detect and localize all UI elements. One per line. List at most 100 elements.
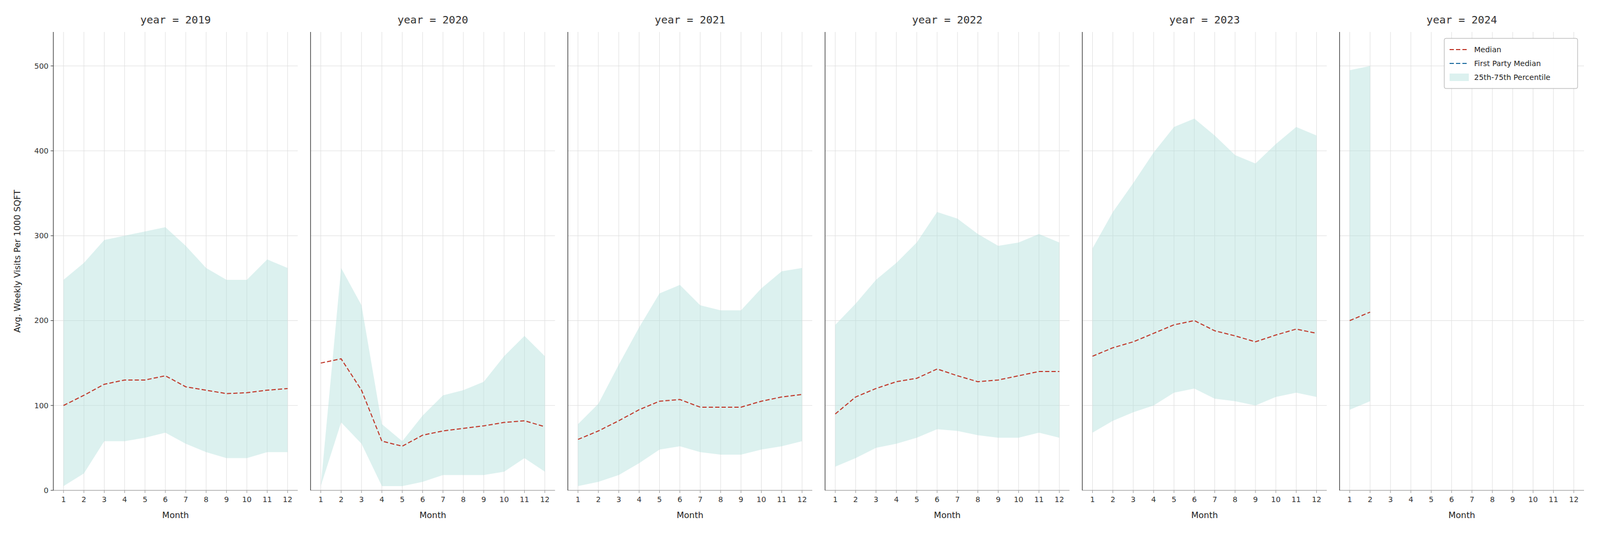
panel-title: year = 2020: [397, 13, 468, 27]
plot-area: [835, 212, 1060, 468]
grid-line: [568, 150, 813, 151]
x-tick-label: 4: [1151, 495, 1157, 504]
grid-line: [1339, 320, 1584, 322]
chart-root: 1234567891011120100200300400500year = 20…: [0, 0, 1600, 533]
x-tick-label: 9: [1253, 495, 1259, 504]
panel: 1234567891011120100200300400500year = 20…: [12, 13, 298, 521]
x-tick: [957, 490, 958, 494]
x-tick: [381, 490, 383, 494]
grid-line: [1410, 32, 1412, 491]
x-axis-line: [825, 490, 1070, 492]
grid-line: [53, 65, 298, 67]
percentile-band: [578, 268, 803, 487]
plot-area: [578, 268, 803, 487]
x-axis-line: [53, 490, 298, 492]
background: [0, 0, 1600, 533]
x-tick: [1553, 490, 1554, 494]
grid-line: [310, 65, 555, 67]
y-axis-line: [567, 32, 568, 491]
plot-area: [1349, 66, 1371, 411]
panel: 123456789101112year = 2021Month: [568, 13, 813, 521]
x-tick-label: 9: [738, 495, 744, 504]
x-tick: [977, 490, 979, 494]
x-tick: [402, 490, 403, 494]
y-tick-label: 200: [34, 316, 49, 325]
x-tick-label: 8: [718, 495, 724, 504]
x-tick-label: 8: [460, 495, 466, 504]
x-tick-label: 7: [183, 495, 189, 504]
grid-line: [1082, 490, 1327, 492]
x-tick-label: 12: [282, 495, 293, 504]
grid-line: [310, 490, 555, 492]
x-axis-label: Month: [162, 510, 189, 521]
panel: 123456789101112year = 2023Month: [1082, 13, 1327, 521]
x-tick: [937, 490, 938, 494]
x-tick-label: 8: [203, 495, 209, 504]
x-tick: [361, 490, 362, 494]
x-tick: [246, 490, 247, 494]
y-tick: [50, 490, 54, 492]
legend-label: Median: [1474, 45, 1502, 54]
x-tick: [185, 490, 187, 494]
x-tick-label: 3: [616, 495, 622, 504]
x-tick: [1349, 490, 1350, 494]
grid-line: [577, 32, 579, 491]
x-tick: [320, 490, 322, 494]
grid-line: [1492, 32, 1493, 491]
x-tick: [1132, 490, 1134, 494]
x-tick: [1194, 490, 1195, 494]
x-tick-label: 10: [1013, 495, 1024, 504]
x-tick-label: 6: [934, 495, 940, 504]
x-tick-label: 7: [955, 495, 960, 504]
median-line: [1092, 320, 1317, 357]
y-tick: [50, 150, 54, 151]
x-tick-label: 7: [1212, 495, 1218, 504]
grid-line: [825, 490, 1070, 492]
x-tick-label: 2: [81, 495, 87, 504]
x-tick-label: 6: [1449, 495, 1454, 504]
grid-line: [53, 490, 298, 492]
x-tick: [1492, 490, 1493, 494]
x-tick: [1059, 490, 1060, 494]
percentile-band: [63, 227, 288, 487]
grid-line: [310, 235, 555, 237]
panel: 123456789101112year = 2020Month: [310, 13, 555, 521]
x-tick-label: 5: [1171, 495, 1177, 504]
x-tick: [1038, 490, 1040, 494]
x-tick: [1173, 490, 1175, 494]
grid-line: [1339, 150, 1584, 151]
grid-line: [310, 150, 555, 151]
x-tick: [781, 490, 782, 494]
percentile-band: [320, 268, 545, 487]
x-tick-label: 8: [975, 495, 981, 504]
x-tick-label: 11: [519, 495, 530, 504]
grid-line: [1390, 32, 1391, 491]
x-tick: [1316, 490, 1317, 494]
x-tick-label: 10: [756, 495, 767, 504]
median-line: [63, 376, 288, 406]
x-tick-label: 1: [833, 495, 838, 504]
x-tick-label: 1: [575, 495, 581, 504]
x-tick: [896, 490, 897, 494]
x-tick-label: 9: [481, 495, 487, 504]
panel-title: year = 2021: [654, 13, 726, 27]
x-tick: [1451, 490, 1452, 494]
x-tick-label: 1: [61, 495, 67, 504]
x-tick-label: 6: [163, 495, 168, 504]
x-tick-label: 4: [893, 495, 899, 504]
x-tick: [1018, 490, 1019, 494]
x-tick: [618, 490, 620, 494]
x-tick: [205, 490, 207, 494]
x-tick: [1512, 490, 1514, 494]
x-axis-line: [1339, 490, 1584, 492]
grid-line: [825, 150, 1070, 151]
grid-line: [1512, 32, 1514, 491]
panel-title: year = 2024: [1426, 13, 1498, 27]
x-tick-label: 4: [636, 495, 642, 504]
x-tick-label: 3: [358, 495, 364, 504]
panel-title: year = 2019: [140, 13, 211, 27]
x-tick: [1471, 490, 1472, 494]
x-tick: [638, 490, 640, 494]
plot-area: [1092, 118, 1317, 433]
panel: 123456789101112year = 2022Month: [825, 13, 1070, 521]
